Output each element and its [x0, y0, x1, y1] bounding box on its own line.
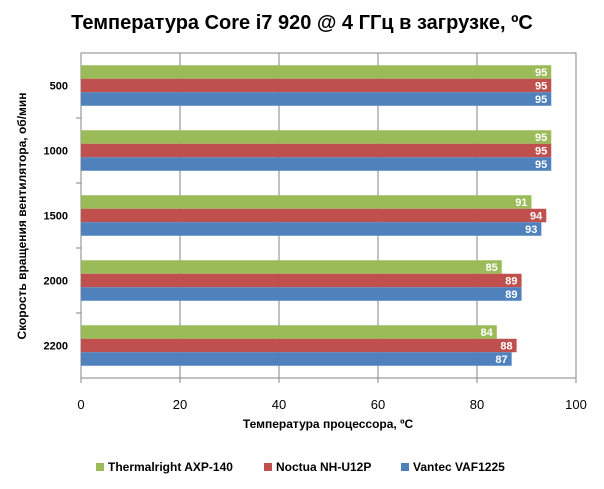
- x-axis-title: Температура процессора, ºС: [243, 417, 414, 431]
- category-label: 2000: [44, 276, 68, 288]
- bar: [81, 157, 552, 171]
- y-category-labels: 500 1000 1500 2000 2200: [44, 81, 68, 353]
- data-label: 95: [535, 81, 547, 93]
- x-tick-label: 40: [272, 397, 286, 412]
- bar: [81, 325, 497, 339]
- bar: [81, 287, 522, 301]
- chart-title: Температура Core i7 920 @ 4 ГГц в загруз…: [71, 12, 533, 34]
- data-label: 85: [486, 262, 498, 274]
- bar: [81, 143, 552, 158]
- data-label: 87: [495, 354, 507, 366]
- bar: [81, 65, 552, 79]
- data-label: 95: [535, 94, 547, 106]
- bar: [81, 222, 542, 236]
- bar: [81, 130, 552, 144]
- x-tick-label: 80: [470, 397, 484, 412]
- data-label: 89: [505, 289, 517, 301]
- bar: [81, 273, 522, 288]
- bar: [81, 260, 502, 274]
- category-label: 2200: [44, 341, 68, 353]
- data-label: 94: [530, 211, 543, 223]
- x-tick-label: 100: [565, 397, 587, 412]
- category-label: 1500: [44, 211, 68, 223]
- legend-label: Vantec VAF1225: [413, 460, 505, 474]
- category-label: 500: [50, 81, 68, 93]
- legend: Thermalright AXP-140 Noctua NH-U12P Vantec…: [96, 460, 505, 474]
- x-tick-label: 20: [173, 397, 187, 412]
- x-tick-label: 0: [77, 397, 84, 412]
- legend-label: Noctua NH-U12P: [276, 460, 371, 474]
- y-axis-title: Скорость вращения вентилятора, об/мин: [15, 92, 29, 339]
- bar: [81, 92, 552, 106]
- bar: [81, 78, 552, 93]
- legend-swatch: [401, 463, 409, 471]
- legend-swatch: [96, 463, 104, 471]
- bar: [81, 352, 512, 366]
- x-tick-labels: 0 20 40 60 80 100: [77, 397, 586, 412]
- legend-label: Thermalright AXP-140: [108, 460, 233, 474]
- data-label: 95: [535, 132, 547, 144]
- data-label: 88: [500, 341, 512, 353]
- bar: [81, 195, 532, 209]
- category-label: 1000: [44, 146, 68, 158]
- data-label: 95: [535, 67, 547, 79]
- data-label: 91: [515, 197, 527, 209]
- x-tick-label: 60: [371, 397, 385, 412]
- data-label: 95: [535, 159, 547, 171]
- bar: [81, 338, 517, 353]
- data-label: 93: [525, 224, 537, 236]
- data-label: 84: [481, 327, 494, 339]
- legend-swatch: [264, 463, 272, 471]
- data-label: 95: [535, 146, 547, 158]
- data-label: 89: [505, 276, 517, 288]
- bar: [81, 208, 547, 223]
